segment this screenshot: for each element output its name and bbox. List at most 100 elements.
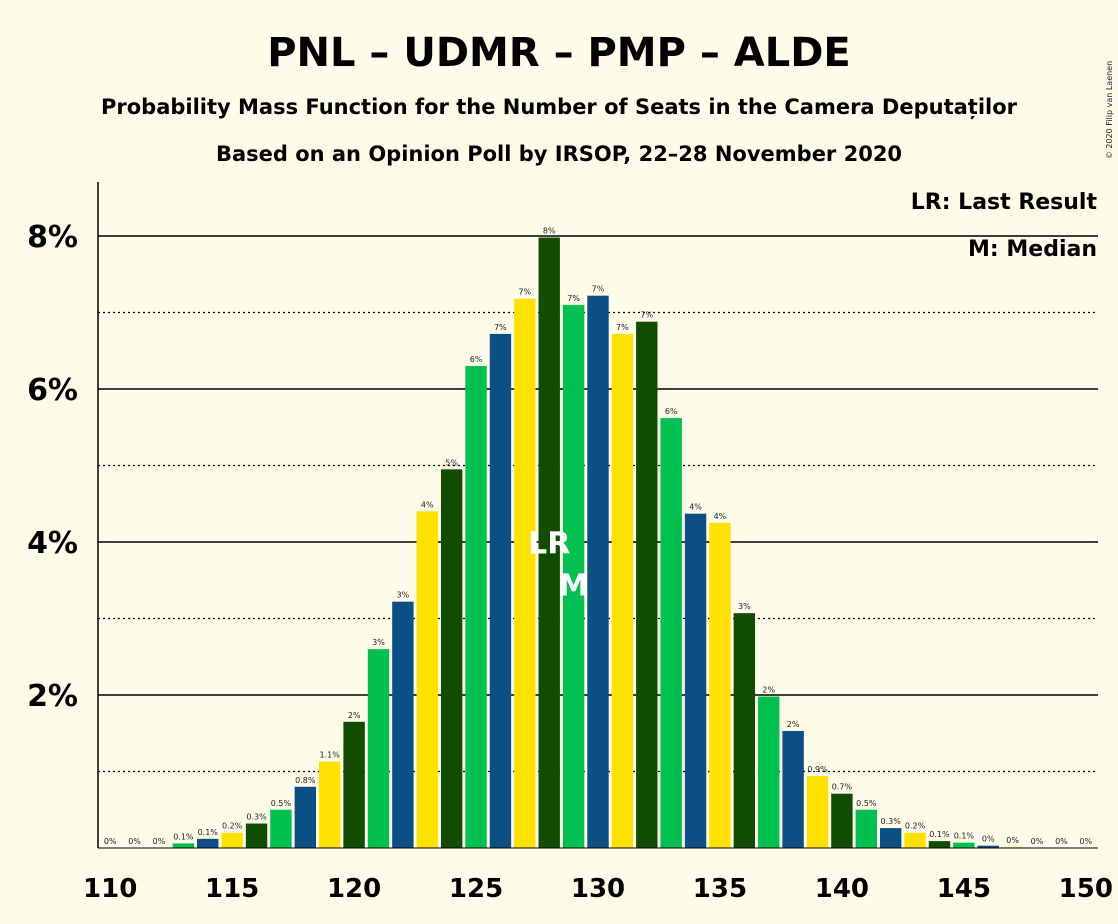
bar-value-label: 7% xyxy=(518,288,531,297)
bar-value-label: 2% xyxy=(787,720,800,729)
bar-value-label: 0.8% xyxy=(295,776,316,785)
bar xyxy=(806,776,829,848)
bar xyxy=(440,469,463,848)
chart-source: Based on an Opinion Poll by IRSOP, 22–28… xyxy=(216,142,902,166)
chart-subtitle: Probability Mass Function for the Number… xyxy=(101,95,1018,120)
bar-value-label: 7% xyxy=(592,285,605,294)
bar-value-label: 0.1% xyxy=(954,832,975,841)
bar-value-label: 5% xyxy=(445,458,458,467)
bar-value-label: 7% xyxy=(567,294,580,303)
x-tick-label: 115 xyxy=(205,874,259,904)
bar xyxy=(465,366,487,848)
bar xyxy=(319,761,341,848)
bar-value-label: 0.1% xyxy=(173,832,194,841)
bar-value-label: 7% xyxy=(616,323,629,332)
y-tick-label: 4% xyxy=(27,526,78,561)
bar-value-label: 2% xyxy=(348,711,361,720)
y-tick-label: 8% xyxy=(27,220,78,255)
bar-value-label: 0.1% xyxy=(198,828,219,837)
median-marker: M xyxy=(559,569,589,604)
x-tick-label: 125 xyxy=(449,874,503,904)
bar-value-label: 0.3% xyxy=(881,817,902,826)
bar-value-label: 0% xyxy=(128,837,141,846)
bar-value-label: 6% xyxy=(665,407,678,416)
legend-last-result: LR: Last Result xyxy=(911,190,1098,215)
bar-value-label: 3% xyxy=(372,638,385,647)
bar-value-label: 4% xyxy=(689,503,702,512)
bar-value-label: 0% xyxy=(1031,837,1044,846)
bar-value-label: 4% xyxy=(714,512,727,521)
bars xyxy=(172,237,1024,849)
bar xyxy=(270,809,292,848)
bar xyxy=(879,828,902,848)
bar-value-label: 0% xyxy=(1006,836,1019,845)
copyright: © 2020 Filip van Laenen xyxy=(1105,61,1114,159)
bar-value-label: 8% xyxy=(543,227,556,236)
bar xyxy=(684,513,707,848)
bar-value-label: 0% xyxy=(1055,837,1068,846)
bar-value-label: 0% xyxy=(153,837,166,846)
bar xyxy=(538,237,560,848)
bar xyxy=(782,730,804,848)
bar xyxy=(489,333,512,848)
bar xyxy=(660,418,682,848)
bar xyxy=(758,696,780,848)
bar xyxy=(611,333,634,848)
bar-value-label: 0.1% xyxy=(929,830,950,839)
bar-value-label: 0.9% xyxy=(807,765,828,774)
x-tick-label: 135 xyxy=(693,874,747,904)
bar-value-label: 1.1% xyxy=(320,751,341,760)
bar-value-label: 0.5% xyxy=(856,799,877,808)
bar-value-label: 3% xyxy=(397,591,410,600)
bar xyxy=(221,832,243,848)
bar-value-label: 0.5% xyxy=(271,799,292,808)
bar xyxy=(367,649,390,848)
bar xyxy=(928,841,951,848)
bar-value-label: 2% xyxy=(762,686,775,695)
bar xyxy=(562,304,585,849)
bar-value-label: 3% xyxy=(738,602,751,611)
last-result-marker: LR xyxy=(528,526,570,561)
chart-title: PNL – UDMR – PMP – ALDE xyxy=(267,30,851,76)
bar xyxy=(636,321,658,848)
bar-value-label: 6% xyxy=(470,355,483,364)
markers: LR M xyxy=(528,526,588,603)
bar-value-label: 4% xyxy=(421,500,434,509)
bar xyxy=(904,832,926,848)
bar-value-label: 0% xyxy=(104,837,117,846)
bar-value-label: 0.2% xyxy=(905,822,926,831)
bar xyxy=(977,845,999,848)
y-axis-ticks: 2% 4% 6% 8% xyxy=(27,220,78,714)
bar xyxy=(709,522,731,848)
bar xyxy=(392,601,414,848)
bar-labels: 0% 0% 0%0.1%0.1%0.2%0.3%0.5%0.8%1.1%2%3%3%… xyxy=(104,227,1093,846)
bar xyxy=(172,843,195,848)
x-tick-label: 145 xyxy=(937,874,991,904)
x-tick-label: 110 xyxy=(83,874,137,904)
bar xyxy=(733,613,756,848)
x-tick-label: 130 xyxy=(571,874,625,904)
bar-value-label: 0.7% xyxy=(832,783,853,792)
x-axis-ticks: 110 115 120 125 130 135 140 145 150 xyxy=(83,874,1113,904)
bar xyxy=(953,842,975,848)
x-tick-label: 140 xyxy=(815,874,869,904)
bar xyxy=(294,786,317,848)
bar xyxy=(197,838,219,848)
bar xyxy=(514,298,536,849)
bar xyxy=(416,511,438,848)
bar-value-label: 0.3% xyxy=(246,813,267,822)
bar xyxy=(587,295,609,848)
bar-value-label: 0% xyxy=(1079,837,1092,846)
x-tick-label: 120 xyxy=(327,874,381,904)
y-tick-label: 6% xyxy=(27,373,78,408)
bar xyxy=(855,809,877,848)
bar-value-label: 0% xyxy=(982,835,995,844)
x-tick-label: 150 xyxy=(1059,874,1113,904)
bar-value-label: 0.2% xyxy=(222,822,243,831)
bar xyxy=(831,793,853,848)
bar-value-label: 7% xyxy=(640,311,653,320)
bar xyxy=(343,721,365,848)
legend-median: M: Median xyxy=(968,237,1097,262)
y-tick-label: 2% xyxy=(27,679,78,714)
